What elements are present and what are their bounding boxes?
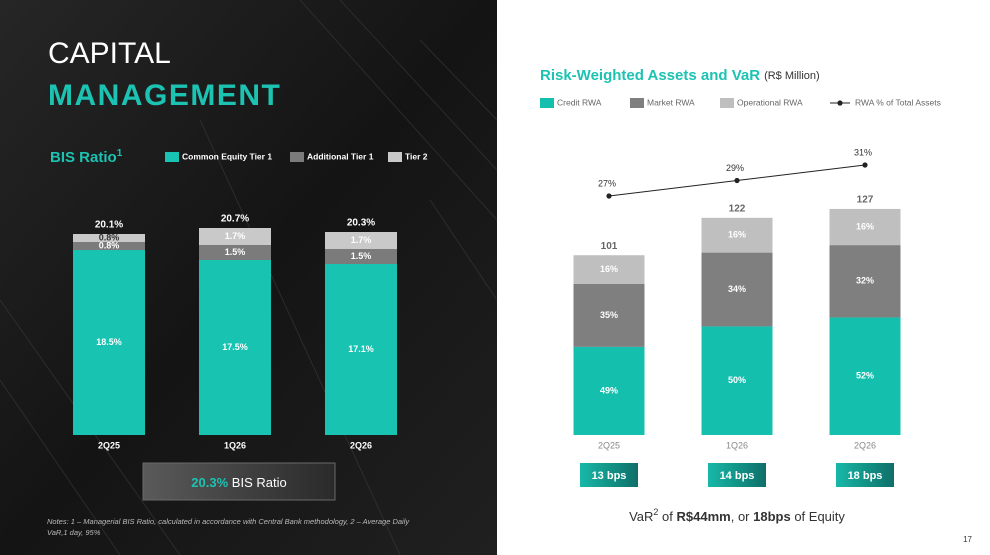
- bar-segment: [829, 245, 901, 318]
- line-marker: [606, 193, 612, 199]
- bar-segment: [73, 242, 145, 250]
- data-label: 29%: [726, 163, 744, 173]
- data-label: 1.7%: [351, 235, 372, 245]
- callout-text: BIS Ratio: [228, 475, 287, 490]
- chart-title: Risk-Weighted Assets and VaR (R$ Million): [540, 67, 820, 84]
- chart-subtitle: (R$ Million): [764, 70, 820, 82]
- data-label: 17.5%: [222, 342, 248, 352]
- total-label: 20.3%: [347, 218, 375, 229]
- footer-part: , or: [731, 509, 753, 524]
- legend-label: Market RWA: [647, 97, 695, 107]
- callout-value: 20.3%: [191, 475, 228, 490]
- callout-box: [142, 462, 336, 501]
- x-tick-label: 2Q25: [98, 440, 120, 450]
- bar-segment: [199, 228, 271, 245]
- bar-segment: [199, 260, 271, 435]
- bar-segment: [325, 249, 397, 264]
- bar-segment: [701, 217, 773, 253]
- x-tick-label: 1Q26: [224, 440, 246, 450]
- total-label: 20.7%: [221, 214, 249, 225]
- data-label: 52%: [856, 371, 874, 381]
- data-label: 35%: [600, 310, 618, 320]
- bar-segment: [829, 208, 901, 246]
- page-number: 17: [963, 535, 972, 544]
- legend-label: Tier 2: [405, 151, 428, 161]
- legend-label: Credit RWA: [557, 97, 602, 107]
- callout: 20.3% BIS Ratio: [191, 475, 286, 490]
- x-tick-label: 1Q26: [726, 440, 748, 450]
- legend-swatch: [165, 152, 179, 162]
- chart-title-sup: 1: [117, 148, 123, 159]
- chart-title-text: BIS Ratio: [50, 149, 117, 166]
- note: VaR,1 day, 95%: [47, 528, 101, 537]
- x-tick-label: 2Q26: [854, 440, 876, 450]
- note: Notes: 1 – Managerial BIS Ratio, calcula…: [47, 517, 410, 526]
- bar-segment: [73, 250, 145, 435]
- footer-part: of: [658, 509, 676, 524]
- legend-label: Additional Tier 1: [307, 151, 374, 161]
- var-badge-label: 13 bps: [592, 470, 627, 482]
- total-label: 20.1%: [95, 220, 123, 231]
- line-marker: [734, 177, 740, 184]
- data-label: 17.1%: [348, 344, 374, 354]
- var-badge: [836, 463, 894, 487]
- footer-part: 18bps: [753, 509, 791, 524]
- bar-segment: [199, 245, 271, 260]
- line-marker: [862, 162, 868, 168]
- legend-label: RWA % of Total Assets: [855, 97, 941, 107]
- bar-segment: [573, 255, 645, 284]
- x-tick-label: 2Q25: [598, 440, 620, 450]
- bar-segment: [701, 326, 773, 435]
- footer: VaR2 of R$44mm, or 18bps of Equity: [629, 507, 845, 524]
- page-title-emphasis: MANAGEMENT: [48, 79, 281, 112]
- legend-label: Operational RWA: [737, 97, 803, 107]
- data-label: 27%: [598, 178, 616, 188]
- var-badge: [580, 463, 638, 487]
- legend-swatch: [720, 98, 734, 108]
- footer-part: VaR: [629, 509, 653, 524]
- data-label: 50%: [728, 375, 746, 385]
- footer-part: R$44mm: [677, 509, 731, 524]
- bar-segment: [325, 264, 397, 435]
- data-label: 16%: [856, 221, 874, 231]
- chart-title: BIS Ratio1: [50, 148, 123, 166]
- legend-marker: [837, 100, 843, 106]
- data-label: 1.5%: [225, 247, 246, 257]
- page-title: CAPITAL: [48, 37, 171, 70]
- x-tick-label: 2Q26: [350, 440, 372, 450]
- data-label: 49%: [600, 385, 618, 395]
- total-label: 127: [857, 195, 874, 206]
- total-label: 101: [601, 241, 618, 252]
- var-badge: [708, 463, 766, 487]
- data-label: 1.5%: [351, 251, 372, 261]
- bar-segment: [829, 317, 901, 435]
- data-label: 32%: [856, 276, 874, 286]
- legend-swatch: [540, 98, 554, 108]
- chart-title-text: Risk-Weighted Assets and VaR: [540, 67, 760, 84]
- bar-segment: [73, 234, 145, 242]
- var-badge-label: 18 bps: [848, 470, 883, 482]
- legend-label: Common Equity Tier 1: [182, 151, 272, 161]
- bar-segment: [573, 283, 645, 347]
- data-label: 16%: [600, 264, 618, 274]
- footer-sup: 2: [653, 507, 658, 517]
- data-label: 16%: [728, 230, 746, 240]
- legend-swatch: [290, 152, 304, 162]
- data-label: 0.8%: [99, 232, 120, 242]
- data-label: 31%: [854, 147, 872, 157]
- footer-part: of Equity: [791, 509, 846, 524]
- data-label: 0.8%: [99, 240, 120, 250]
- legend-swatch: [630, 98, 644, 108]
- bar-segment: [573, 346, 645, 435]
- data-label: 18.5%: [96, 337, 122, 347]
- data-label: 34%: [728, 284, 746, 294]
- data-label: 1.7%: [225, 231, 246, 241]
- legend-swatch: [388, 152, 402, 162]
- total-label: 122: [729, 203, 746, 214]
- bar-segment: [325, 232, 397, 249]
- bar-segment: [701, 252, 773, 327]
- var-badge-label: 14 bps: [720, 470, 755, 482]
